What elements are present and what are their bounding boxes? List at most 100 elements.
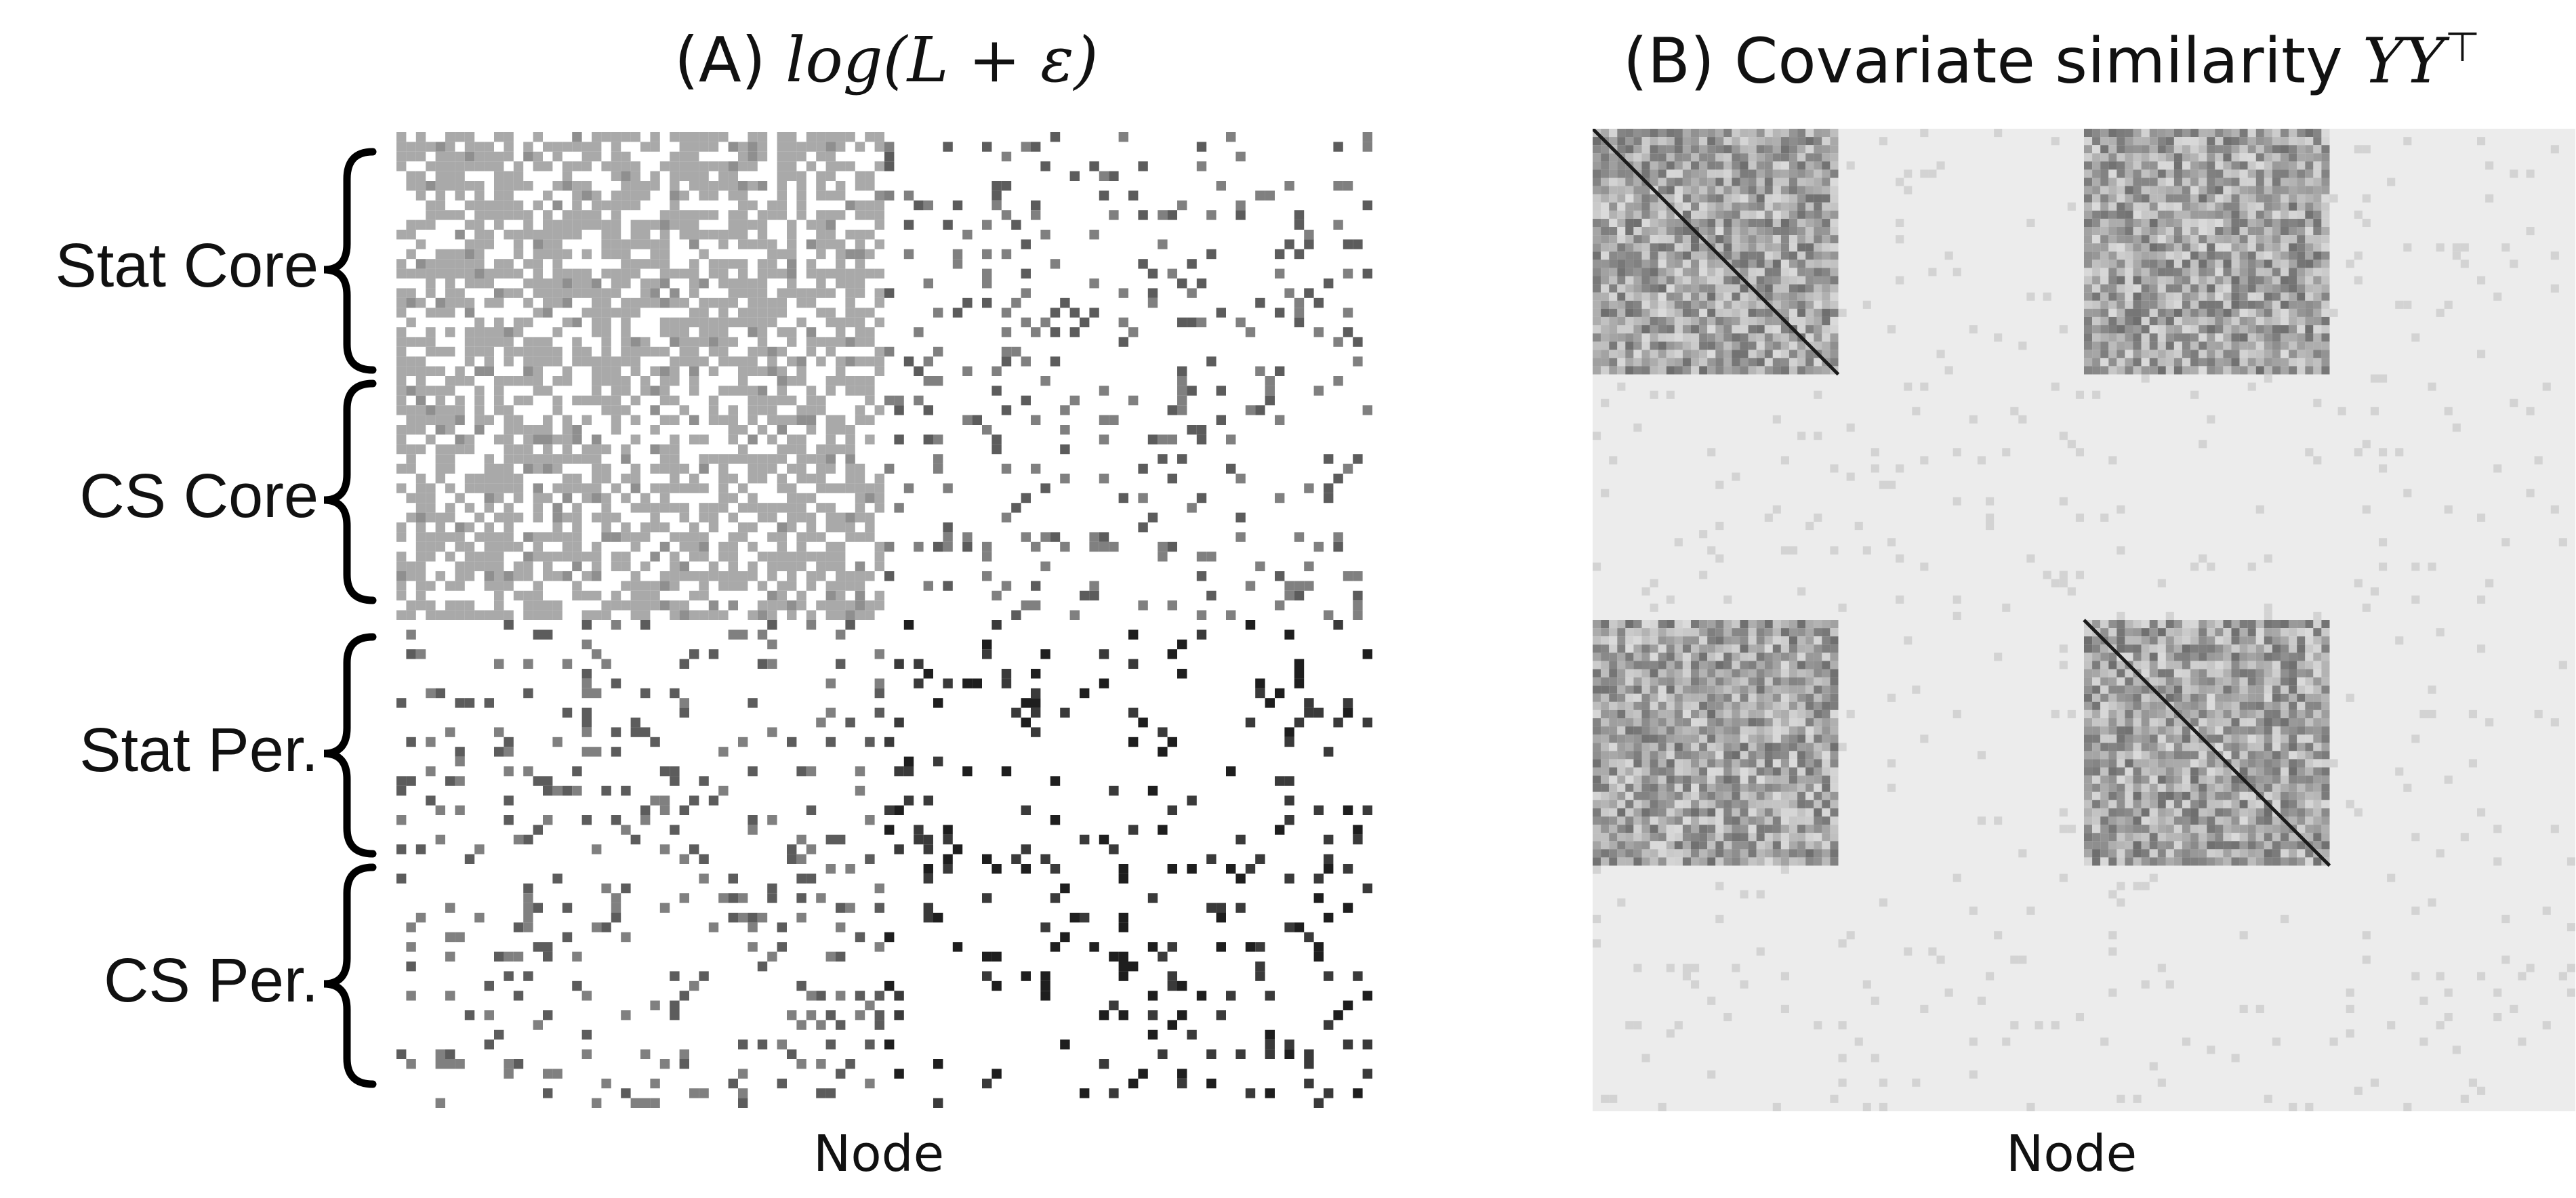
- heatmap-cell: [1994, 129, 2003, 138]
- heatmap-cell: [1789, 210, 1798, 219]
- heatmap-cell: [1822, 669, 1831, 678]
- heatmap-cell: [2231, 268, 2240, 276]
- heatmap-cell: [1324, 913, 1334, 923]
- heatmap-cell: [2133, 316, 2142, 325]
- heatmap-cell: [796, 454, 806, 464]
- heatmap-cell: [581, 718, 592, 728]
- heatmap-cell: [1723, 316, 1732, 325]
- heatmap-cell: [2239, 276, 2248, 285]
- heatmap-cell: [543, 142, 553, 152]
- heatmap-cell: [2182, 210, 2191, 219]
- heatmap-cell: [415, 474, 426, 484]
- heatmap-cell: [611, 239, 621, 249]
- heatmap-cell: [562, 454, 573, 464]
- heatmap-cell: [523, 317, 533, 327]
- heatmap-cell: [611, 200, 621, 211]
- heatmap-cell: [494, 434, 504, 445]
- heatmap-cell: [825, 512, 836, 522]
- heatmap-cell: [1772, 194, 1781, 203]
- heatmap-cell: [689, 522, 699, 533]
- heatmap-cell: [806, 395, 817, 406]
- heatmap-cell: [1011, 610, 1021, 620]
- heatmap-cell: [1723, 350, 1732, 358]
- heatmap-cell: [1601, 268, 1610, 276]
- heatmap-cell: [952, 942, 963, 952]
- heatmap-cell: [2182, 628, 2191, 637]
- heatmap-cell: [2190, 562, 2199, 571]
- heatmap-cell: [601, 463, 611, 474]
- heatmap-cell: [1748, 693, 1757, 702]
- heatmap-cell: [1601, 194, 1610, 203]
- heatmap-cell: [2215, 284, 2224, 293]
- panel-a-title-prefix: (A): [674, 24, 785, 96]
- heatmap-cell: [2281, 145, 2289, 154]
- heatmap-cell: [884, 1039, 895, 1050]
- heatmap-cell: [825, 1088, 836, 1098]
- heatmap-cell: [2255, 227, 2264, 236]
- heatmap-cell: [757, 395, 768, 406]
- heatmap-cell: [2477, 137, 2486, 146]
- heatmap-cell: [2223, 161, 2232, 170]
- heatmap-cell: [562, 552, 573, 562]
- heatmap-cell: [1772, 350, 1781, 358]
- heatmap-cell: [2190, 316, 2199, 325]
- heatmap-cell: [2215, 358, 2224, 367]
- heatmap-cell: [1625, 685, 1634, 694]
- heatmap-cell: [1167, 405, 1177, 415]
- heatmap-cell: [991, 386, 1002, 396]
- heatmap-cell: [2182, 129, 2191, 138]
- heatmap-cell: [728, 220, 738, 230]
- heatmap-cell: [1158, 1049, 1168, 1059]
- heatmap-cell: [2149, 153, 2158, 162]
- heatmap-cell: [796, 834, 806, 845]
- heatmap-cell: [1764, 161, 1773, 170]
- heatmap-cell: [923, 278, 933, 289]
- heatmap-cell: [2190, 169, 2199, 178]
- heatmap-cell: [2117, 186, 2125, 194]
- heatmap-cell: [914, 659, 924, 669]
- heatmap-cell: [738, 317, 748, 327]
- heatmap-cell: [474, 415, 485, 425]
- heatmap-cell: [2207, 661, 2215, 669]
- heatmap-cell: [1814, 300, 1822, 309]
- heatmap-cell: [2281, 251, 2289, 260]
- heatmap-cell: [1593, 178, 1601, 186]
- heatmap-cell: [1609, 685, 1618, 694]
- heatmap-cell: [621, 883, 631, 894]
- heatmap-cell: [1001, 512, 1012, 522]
- heatmap-cell: [806, 161, 817, 171]
- heatmap-cell: [1304, 561, 1314, 571]
- heatmap-cell: [845, 483, 855, 493]
- heatmap-cell: [396, 873, 407, 884]
- heatmap-cell: [2354, 448, 2363, 457]
- heatmap-cell: [699, 278, 709, 289]
- heatmap-cell: [2272, 202, 2281, 211]
- heatmap-cell: [601, 474, 611, 484]
- heatmap-cell: [1593, 260, 1601, 268]
- heatmap-cell: [2173, 636, 2182, 645]
- heatmap-cell: [1953, 448, 1961, 457]
- heatmap-cell: [494, 268, 504, 278]
- heatmap-cell: [2149, 178, 2158, 186]
- heatmap-cell: [562, 425, 573, 435]
- heatmap-cell: [1740, 243, 1749, 252]
- heatmap-cell: [1822, 243, 1831, 252]
- heatmap-cell: [1196, 161, 1207, 171]
- heatmap-cell: [2207, 153, 2215, 162]
- heatmap-cell: [1797, 284, 1806, 293]
- heatmap-cell: [601, 395, 611, 406]
- heatmap-cell: [2059, 325, 2068, 334]
- heatmap-cell: [2182, 342, 2191, 350]
- heatmap-cell: [484, 268, 494, 278]
- heatmap-cell: [1158, 239, 1168, 249]
- heatmap-cell: [426, 337, 436, 347]
- heatmap-cell: [1343, 805, 1353, 815]
- heatmap-cell: [816, 151, 826, 162]
- heatmap-cell: [426, 552, 436, 562]
- heatmap-cell: [611, 415, 621, 425]
- heatmap-cell: [1814, 644, 1822, 653]
- heatmap-cell: [1699, 276, 1708, 285]
- heatmap-cell: [2297, 620, 2306, 629]
- heatmap-cell: [2272, 677, 2281, 686]
- heatmap-cell: [2117, 268, 2125, 276]
